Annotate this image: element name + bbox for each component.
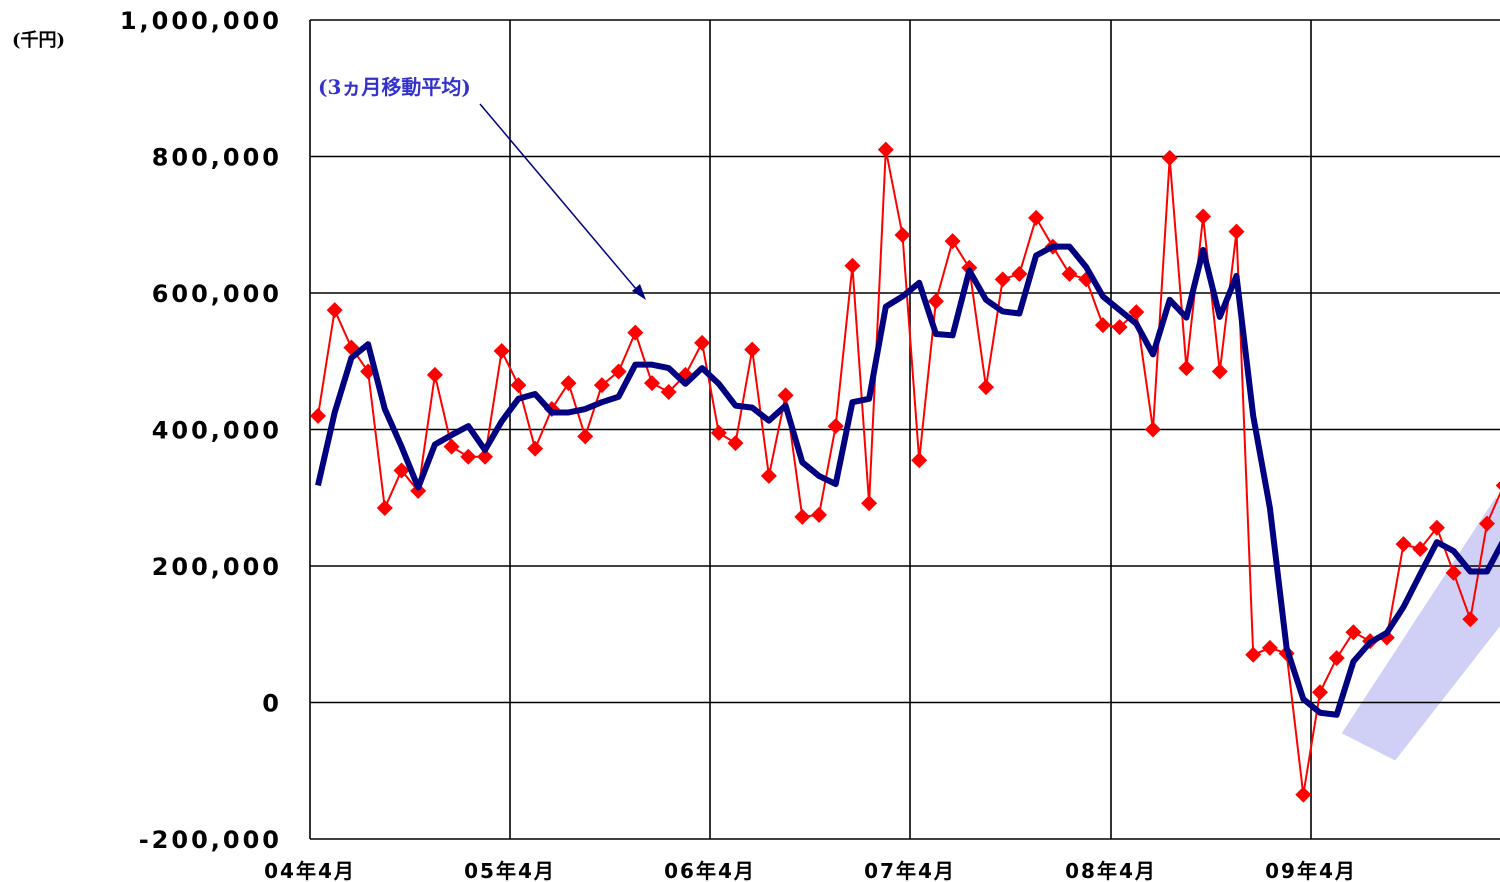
monthly-line [317, 149, 1500, 795]
monthly-point [627, 324, 644, 341]
monthly-point [1128, 304, 1145, 321]
monthly-point [593, 377, 610, 394]
monthly-point [493, 343, 510, 360]
y-axis-tick-labels: 1,000,000 800,000 600,000 400,000 200,000 0 -2… [120, 7, 282, 854]
y-tick-label: 800,000 [152, 144, 282, 172]
monthly-point [727, 435, 744, 452]
monthly-point [944, 233, 961, 250]
monthly-point [477, 448, 493, 465]
trend-band [1341, 497, 1500, 761]
monthly-point [844, 257, 861, 274]
annotation-layer: (千円) (3ヵ月移動平均) [12, 30, 646, 300]
monthly-point [644, 375, 660, 392]
monthly-point [577, 428, 594, 445]
y-tick-label: 400,000 [152, 417, 282, 445]
monthly-point [1395, 536, 1412, 553]
monthly-point [744, 341, 761, 358]
monthly-point [310, 407, 326, 424]
monthly-point [1345, 624, 1362, 641]
monthly-point [1011, 265, 1028, 282]
monthly-point [1428, 519, 1445, 536]
monthly-point [1312, 684, 1328, 701]
monthly-point [927, 293, 944, 310]
y-tick-label: 1,000,000 [120, 7, 282, 35]
monthly-point [443, 438, 460, 455]
monthly-point [827, 418, 844, 435]
monthly-point [460, 448, 477, 465]
monthly-point [393, 462, 410, 479]
monthly-point [760, 467, 777, 484]
monthly-point [877, 141, 894, 158]
monthly-point [794, 508, 811, 525]
x-tick-label: 05年4月 [464, 859, 556, 882]
monthly-point [1495, 481, 1500, 490]
monthly-point [1161, 149, 1178, 166]
monthly-point [1111, 319, 1128, 336]
monthly-point [1245, 646, 1262, 663]
monthly-point [1228, 223, 1245, 240]
monthly-point [1412, 540, 1429, 557]
monthly-point [326, 302, 343, 319]
monthly-point [1094, 317, 1111, 334]
monthly-point [1328, 650, 1345, 667]
monthly-point [426, 366, 443, 383]
annotation-arrow-head [632, 284, 646, 300]
monthly-point [694, 334, 711, 351]
monthly-point [1061, 265, 1078, 282]
x-tick-label: 09年4月 [1265, 859, 1357, 882]
monthly-point [911, 452, 928, 469]
unit-label: (千円) [12, 30, 65, 51]
monthly-point [1445, 564, 1462, 581]
monthly-point [1295, 786, 1312, 803]
monthly-point [376, 499, 393, 516]
monthly-point [1145, 421, 1161, 438]
monthly-point [811, 506, 827, 523]
annotation-arrow-line [479, 103, 643, 297]
monthly-point [510, 377, 527, 394]
monthly-point [1462, 611, 1479, 628]
y-tick-label: 0 [262, 690, 282, 718]
monthly-point [777, 387, 794, 404]
monthly-point [1479, 515, 1495, 532]
monthly-point [978, 379, 994, 396]
monthly-point [610, 363, 627, 380]
x-tick-label: 04年4月 [264, 859, 356, 882]
trend-band-layer [1341, 497, 1500, 761]
monthly-point [527, 440, 544, 457]
x-tick-label: 07年4月 [864, 859, 956, 882]
x-tick-label: 08年4月 [1065, 859, 1157, 882]
y-tick-label: 200,000 [152, 553, 282, 581]
monthly-point [1195, 208, 1212, 225]
x-axis-tick-labels: 04年4月 05年4月 06年4月 07年4月 08年4月 09年4月 [264, 859, 1357, 882]
monthly-point [1178, 360, 1195, 377]
monthly-point [1028, 209, 1045, 226]
monthly-point [660, 383, 677, 400]
monthly-point [894, 226, 911, 243]
monthly-point [994, 271, 1011, 288]
y-tick-label: 600,000 [152, 280, 282, 308]
monthly-point [560, 375, 577, 392]
moving-average-series [315, 243, 1500, 718]
monthly-point [710, 424, 727, 441]
x-tick-label: 06年4月 [664, 859, 756, 882]
moving-average-annotation: (3ヵ月移動平均) [318, 75, 471, 99]
y-tick-label: -200,000 [139, 826, 282, 854]
monthly-point [1211, 363, 1228, 380]
monthly-point [861, 495, 878, 512]
monthly-series [310, 141, 1500, 803]
monthly-point [410, 482, 427, 499]
monthly-point [1261, 639, 1278, 656]
moving-average-line [315, 243, 1500, 718]
